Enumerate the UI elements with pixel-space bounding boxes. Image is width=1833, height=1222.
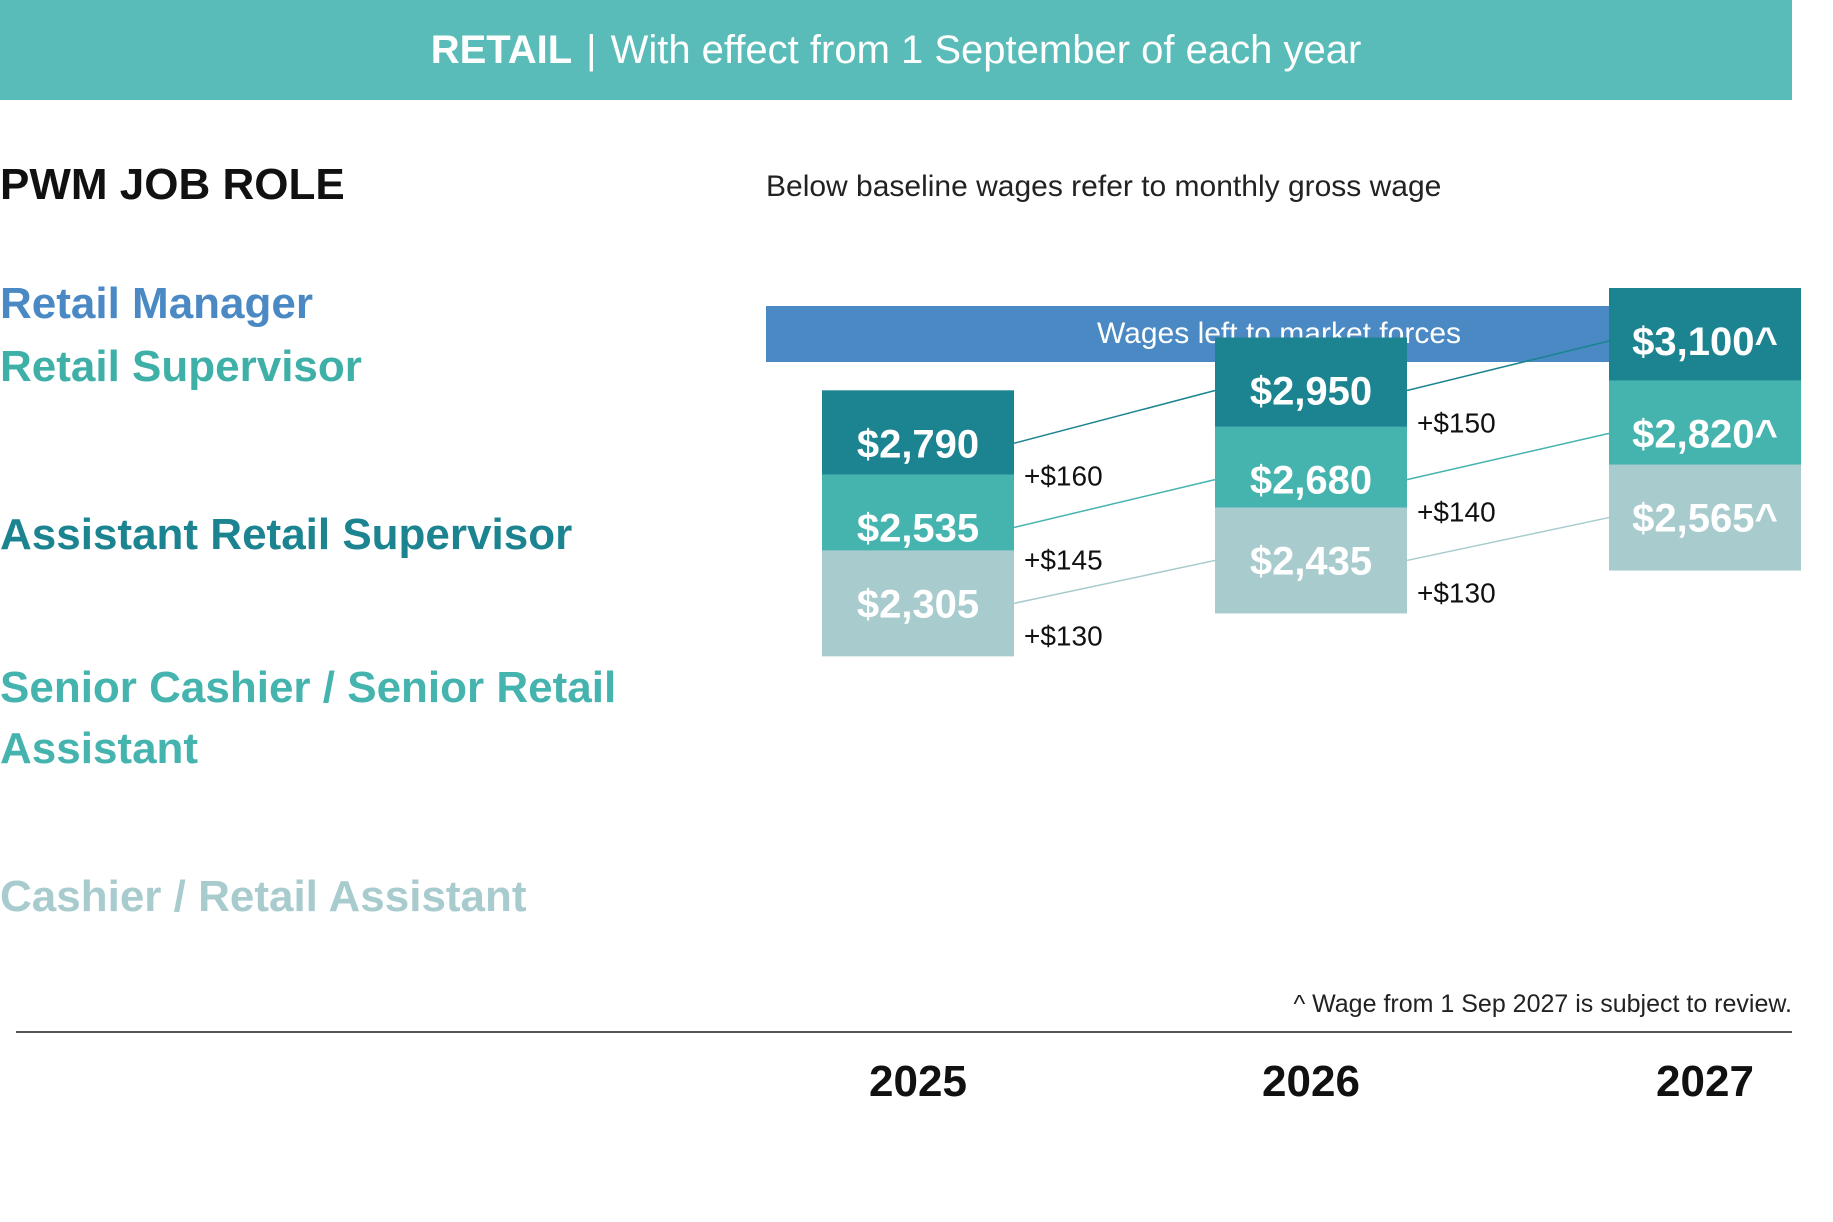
wage-box-2-1 — [1215, 507, 1407, 614]
role-label-cashier: Cashier / Retail Assistant — [0, 872, 527, 921]
wage-value-label-0-0: $2,790 — [857, 422, 979, 466]
increment-label-1-0: +$145 — [1024, 544, 1103, 575]
role-label-retail-manager: Retail Manager — [0, 279, 313, 328]
wage-value-label-1-1: $2,680 — [1250, 459, 1372, 503]
header-separator: | — [586, 27, 597, 72]
wage-value-label-1-0: $2,535 — [857, 506, 979, 550]
connector-line-2-1 — [1406, 516, 1610, 562]
connector-line-0-1 — [1406, 340, 1610, 392]
connector-line-1-1 — [1406, 432, 1610, 481]
footnote: ^ Wage from 1 Sep 2027 is subject to rev… — [1293, 990, 1792, 1018]
effect-date-text: With effect from 1 September of each yea… — [610, 27, 1362, 72]
role-label-senior-cashier: Senior Cashier / Senior Retail — [0, 663, 617, 712]
wage-value-label-0-2: $3,100^ — [1632, 320, 1778, 364]
wage-value-label-2-2: $2,565^ — [1632, 497, 1778, 541]
year-label-2025: 2025 — [869, 1057, 967, 1106]
baseline-note: Below baseline wages refer to monthly gr… — [766, 170, 1442, 203]
connector-line-0-0 — [1013, 389, 1216, 445]
increment-label-0-1: +$150 — [1417, 408, 1496, 439]
increment-label-1-1: +$140 — [1417, 497, 1496, 528]
connector-line-2-0 — [1013, 559, 1216, 605]
increment-label-2-1: +$130 — [1417, 577, 1496, 608]
axis-line — [16, 1031, 1792, 1033]
wage-value-label-2-0: $2,305 — [857, 582, 979, 626]
wage-box-0-2 — [1609, 288, 1801, 394]
wage-box-2-0 — [822, 550, 1014, 657]
wage-value-label-0-1: $2,950 — [1250, 370, 1372, 414]
increment-label-0-0: +$160 — [1024, 460, 1103, 491]
role-label-retail-supervisor: Retail Supervisor — [0, 342, 362, 391]
role-heading: PWM JOB ROLE — [0, 160, 345, 209]
connector-line-1-0 — [1013, 478, 1216, 529]
year-label-2027: 2027 — [1656, 1057, 1754, 1106]
sector-title: RETAIL — [430, 27, 573, 72]
role-label-assistant-retail-supervisor: Assistant Retail Supervisor — [0, 510, 573, 559]
wage-box-0-1 — [1215, 337, 1407, 444]
wage-value-label-1-2: $2,820^ — [1632, 412, 1778, 456]
wage-value-label-2-1: $2,435 — [1250, 539, 1372, 583]
role-label-senior-cashier-cont: Assistant — [0, 724, 199, 773]
header-banner: RETAIL | With effect from 1 September of… — [0, 0, 1792, 100]
wage-box-2-2 — [1609, 464, 1801, 571]
increment-label-2-0: +$130 — [1024, 620, 1103, 651]
year-label-2026: 2026 — [1262, 1057, 1360, 1106]
